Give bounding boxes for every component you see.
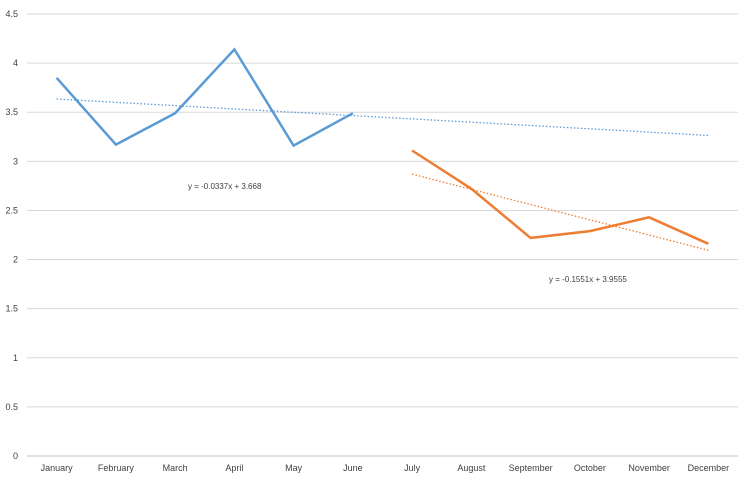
trendlines <box>56 98 709 251</box>
y-axis: 0 0.5 1 1.5 2 2.5 3 3.5 4 4.5 <box>5 9 18 461</box>
x-tick-label: March <box>163 463 188 473</box>
y-tick-label: 0.5 <box>5 402 18 412</box>
x-tick-label: May <box>285 463 303 473</box>
y-tick-label: 0 <box>13 451 18 461</box>
y-tick-label: 1.5 <box>5 304 18 314</box>
gridlines <box>27 13 738 408</box>
x-tick-label: February <box>98 463 135 473</box>
x-tick-label: January <box>41 463 74 473</box>
x-axis: January February March April May June July Augu… <box>27 455 738 473</box>
x-tick-label: April <box>225 463 243 473</box>
x-tick-label: November <box>628 463 670 473</box>
y-tick-label: 2 <box>13 255 18 265</box>
series-lines <box>55 47 709 245</box>
trendline-equation: y = -0.1551x + 3.9555 <box>549 275 627 284</box>
x-tick-label: September <box>509 463 553 473</box>
trendline-labels: y = -0.0337x + 3.668 y = -0.1551x + 3.955… <box>188 182 627 284</box>
y-tick-label: 4 <box>13 58 18 68</box>
y-tick-label: 4.5 <box>5 9 18 19</box>
x-tick-label: August <box>457 463 486 473</box>
x-tick-label: July <box>404 463 421 473</box>
series-line <box>411 149 709 245</box>
x-tick-label: December <box>688 463 730 473</box>
x-tick-label: June <box>343 463 363 473</box>
x-tick-label: October <box>574 463 606 473</box>
y-tick-label: 3 <box>13 156 18 166</box>
y-tick-label: 2.5 <box>5 205 18 215</box>
y-tick-label: 3.5 <box>5 107 18 117</box>
trendline <box>56 98 709 137</box>
trendline-equation: y = -0.0337x + 3.668 <box>188 182 262 191</box>
y-tick-label: 1 <box>13 353 18 363</box>
trendline <box>411 173 709 251</box>
series-line <box>55 47 354 148</box>
